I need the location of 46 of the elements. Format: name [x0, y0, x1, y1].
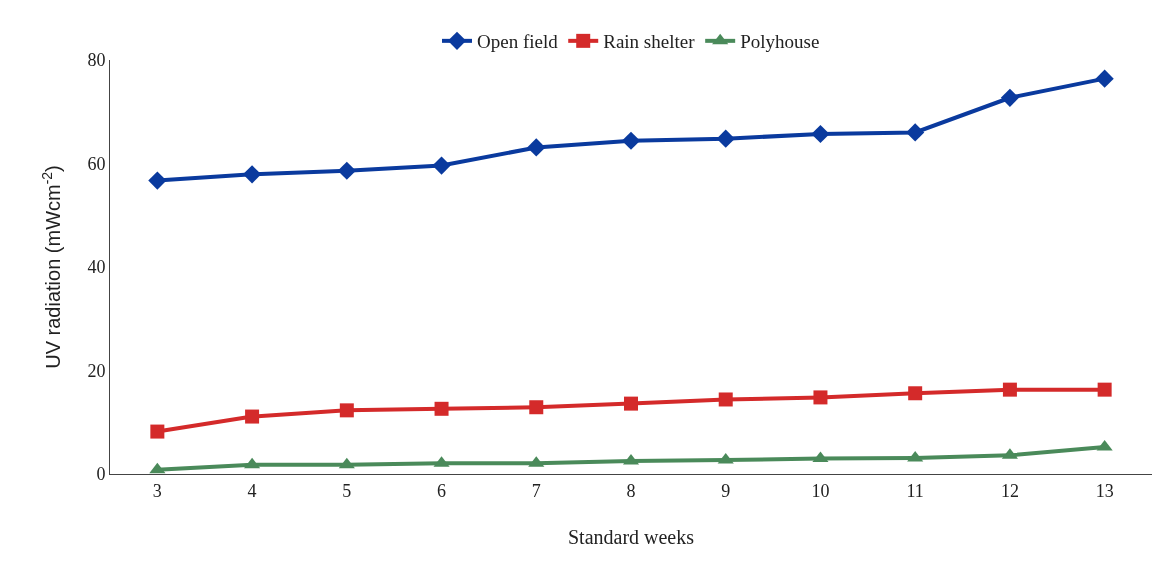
point: [1002, 382, 1017, 397]
point: [434, 401, 449, 416]
point: [811, 124, 830, 144]
x-tick-label: 5: [342, 480, 352, 501]
point: [716, 129, 735, 148]
point: [432, 156, 451, 175]
x-tick-label: 11: [906, 480, 924, 501]
x-tick-label: 3: [152, 480, 162, 501]
point: [624, 396, 638, 411]
point: [338, 457, 355, 469]
legend-label: Open field: [477, 31, 559, 53]
point: [529, 400, 544, 415]
point: [245, 409, 260, 424]
point: [1095, 69, 1114, 88]
point: [718, 392, 733, 407]
y-tick-label: 0: [96, 464, 106, 485]
point: [150, 424, 165, 439]
point: [244, 457, 261, 469]
point: [337, 161, 356, 180]
y-tick-label: 60: [87, 153, 106, 174]
y-tick-label: 80: [87, 50, 106, 71]
y-tick-label: 40: [87, 257, 106, 278]
point: [908, 386, 923, 401]
point: [148, 171, 167, 190]
point: [149, 462, 166, 474]
y-tick-label: 20: [87, 360, 106, 381]
point: [1097, 382, 1112, 397]
legend-label: Rain shelter: [603, 31, 696, 53]
x-tick-label: 6: [437, 480, 447, 501]
x-axis-title: Standard weeks: [567, 526, 695, 548]
point: [527, 138, 546, 157]
x-tick-label: 13: [1095, 480, 1114, 501]
x-tick-label: 7: [531, 480, 541, 501]
point: [339, 403, 354, 418]
point: [242, 165, 262, 184]
x-tick-label: 9: [721, 480, 731, 501]
point: [907, 450, 924, 462]
x-tick-label: 4: [247, 480, 257, 501]
point: [1000, 88, 1020, 107]
x-tick-label: 10: [811, 480, 830, 501]
point: [813, 390, 828, 405]
x-tick-label: 12: [1000, 480, 1019, 501]
point: [621, 131, 641, 150]
point: [906, 123, 925, 142]
x-tick-label: 8: [626, 480, 636, 501]
legend-label: Polyhouse: [740, 31, 820, 53]
